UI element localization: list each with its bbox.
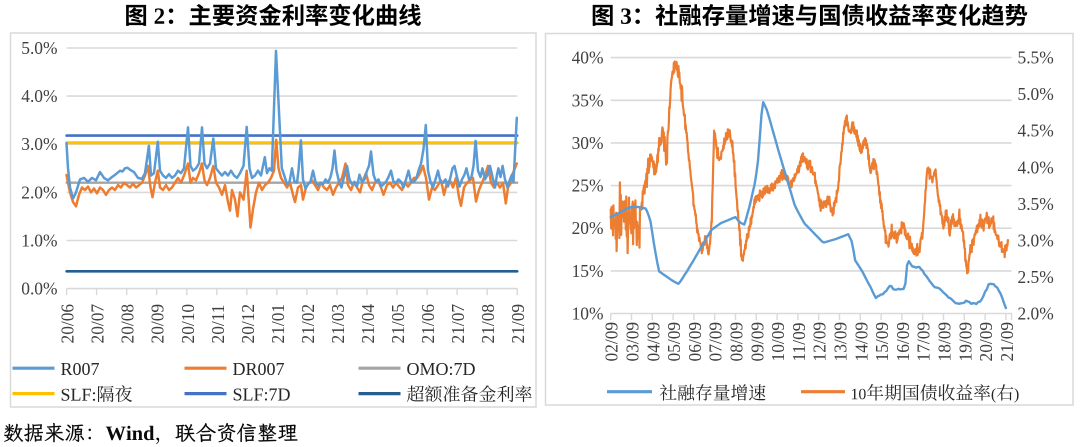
svg-text:1.0%: 1.0% — [21, 231, 57, 251]
svg-text:21/03: 21/03 — [328, 304, 348, 344]
svg-text:4.0%: 4.0% — [1018, 157, 1054, 177]
svg-text:21/08: 21/08 — [478, 304, 498, 344]
svg-text:18/09: 18/09 — [935, 322, 955, 362]
svg-text:03/09: 03/09 — [623, 322, 643, 362]
svg-text:15/09: 15/09 — [872, 322, 892, 362]
svg-text:5.5%: 5.5% — [1018, 48, 1054, 68]
svg-text:20/09: 20/09 — [976, 322, 996, 362]
svg-text:19/09: 19/09 — [955, 322, 975, 362]
svg-text:20/10: 20/10 — [178, 304, 198, 344]
svg-text:21/07: 21/07 — [448, 304, 468, 344]
svg-text:08/09: 08/09 — [727, 322, 747, 362]
svg-text:2.0%: 2.0% — [21, 182, 57, 202]
svg-text:OMO:7D: OMO:7D — [407, 359, 476, 379]
svg-text:21/01: 21/01 — [268, 304, 288, 344]
svg-text:0.0%: 0.0% — [21, 279, 57, 299]
svg-text:10/09: 10/09 — [768, 322, 788, 362]
svg-text:20/08: 20/08 — [118, 304, 138, 344]
svg-text:30%: 30% — [572, 133, 604, 153]
svg-text:17/09: 17/09 — [914, 322, 934, 362]
svg-text:2.0%: 2.0% — [1018, 304, 1054, 324]
svg-text:06/09: 06/09 — [685, 322, 705, 362]
svg-text:2.5%: 2.5% — [1018, 267, 1054, 287]
svg-text:5.0%: 5.0% — [21, 38, 57, 58]
svg-text:07/09: 07/09 — [706, 322, 726, 362]
svg-text:20/09: 20/09 — [148, 304, 168, 344]
svg-text:25%: 25% — [572, 176, 604, 196]
svg-text:11/09: 11/09 — [789, 323, 809, 362]
svg-text:4.5%: 4.5% — [1018, 121, 1054, 141]
svg-text:21/09: 21/09 — [997, 322, 1017, 362]
svg-text:R007: R007 — [61, 359, 100, 379]
svg-text:3.0%: 3.0% — [1018, 230, 1054, 250]
svg-text:16/09: 16/09 — [893, 322, 913, 362]
svg-text:SLF:7D: SLF:7D — [233, 385, 291, 405]
svg-text:40%: 40% — [572, 48, 604, 68]
svg-text:21/05: 21/05 — [388, 304, 408, 344]
svg-text:4.0%: 4.0% — [21, 86, 57, 106]
svg-text:05/09: 05/09 — [664, 322, 684, 362]
svg-text:12/09: 12/09 — [810, 322, 830, 362]
svg-text:13/09: 13/09 — [831, 322, 851, 362]
svg-text:09/09: 09/09 — [747, 322, 767, 362]
svg-text:20/07: 20/07 — [88, 304, 108, 344]
svg-text:21/06: 21/06 — [418, 304, 438, 344]
svg-text:10%: 10% — [572, 304, 604, 324]
svg-text:15%: 15% — [572, 261, 604, 281]
svg-text:35%: 35% — [572, 90, 604, 110]
svg-text:21/02: 21/02 — [298, 304, 318, 344]
svg-text:20/06: 20/06 — [58, 304, 78, 344]
svg-text:20%: 20% — [572, 218, 604, 238]
svg-text:20/11: 20/11 — [208, 305, 228, 344]
svg-text:3.0%: 3.0% — [21, 134, 57, 154]
svg-text:DR007: DR007 — [233, 359, 285, 379]
svg-text:21/09: 21/09 — [508, 304, 528, 344]
svg-text:3.5%: 3.5% — [1018, 194, 1054, 214]
svg-text:5.0%: 5.0% — [1018, 84, 1054, 104]
svg-text:20/12: 20/12 — [238, 304, 258, 344]
svg-text:21/04: 21/04 — [358, 304, 378, 344]
svg-text:02/09: 02/09 — [602, 322, 622, 362]
svg-text:14/09: 14/09 — [851, 322, 871, 362]
svg-text:04/09: 04/09 — [643, 322, 663, 362]
